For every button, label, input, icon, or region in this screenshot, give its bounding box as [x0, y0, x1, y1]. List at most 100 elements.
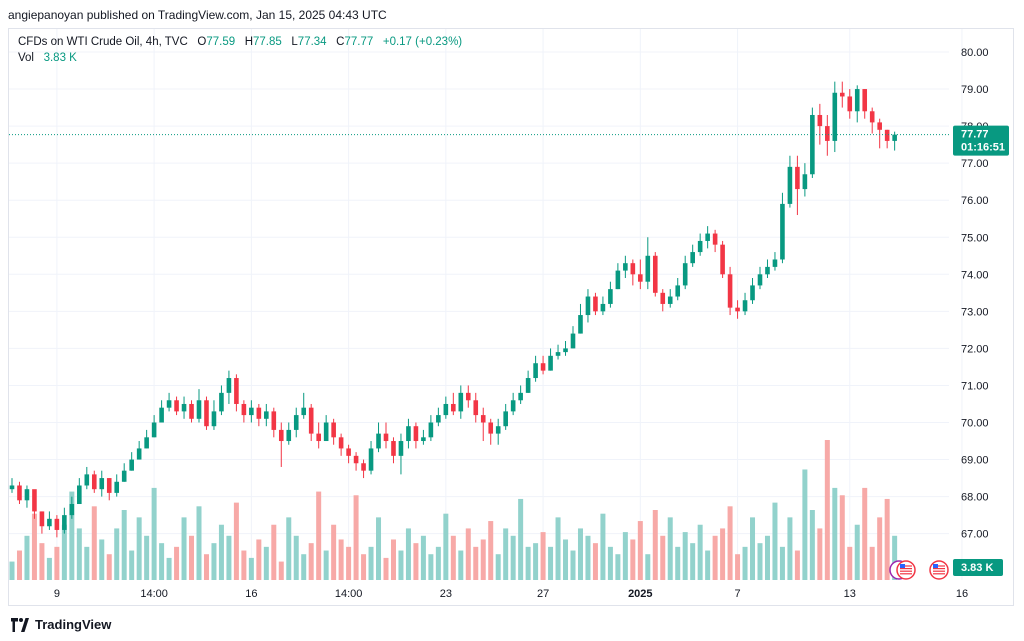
volume-bar — [196, 506, 202, 580]
volume-bar — [817, 528, 823, 580]
candle-body — [802, 174, 808, 190]
candle-body — [293, 415, 299, 430]
candle-body — [787, 166, 793, 204]
volume-bar — [84, 546, 90, 580]
candle-body — [278, 429, 284, 442]
price-tick-label: 76.00 — [961, 195, 989, 207]
candle-body — [114, 481, 120, 493]
candle-body — [428, 422, 434, 438]
candle-body — [47, 518, 52, 527]
candle-body — [869, 111, 875, 123]
candle-body — [301, 407, 307, 416]
volume-bar — [675, 546, 681, 580]
low-value: 77.34 — [297, 36, 327, 48]
candle-body — [219, 392, 224, 412]
price-chart[interactable]: 67.00 68.00 69.00 70.00 71.00 72.00 73.00 74.00… — [9, 29, 1013, 605]
candle-body — [189, 403, 194, 419]
volume-bar — [727, 506, 733, 580]
candle-body — [129, 459, 134, 471]
time-tick-label: 16 — [956, 588, 968, 600]
volume-bar — [241, 550, 247, 580]
volume-tag — [953, 559, 1003, 576]
volume-bar — [361, 554, 367, 580]
price-axis: 67.00 68.00 69.00 70.00 71.00 72.00 73.00 74.00… — [961, 47, 989, 541]
candle-body — [226, 378, 232, 393]
candle-body — [166, 400, 172, 408]
candle-body — [136, 448, 142, 460]
volume-bar — [585, 535, 591, 580]
candle-body — [421, 437, 426, 442]
volume-label[interactable]: Vol — [18, 52, 34, 64]
price-tick-label: 75.00 — [961, 232, 989, 244]
candle-body — [106, 478, 112, 493]
volume-bar — [39, 543, 45, 580]
footer-brand[interactable]: TradingView — [10, 617, 111, 632]
candle-body — [383, 433, 389, 442]
volume-bar — [121, 510, 127, 580]
volume-bar — [548, 546, 554, 580]
time-tick-label: 16 — [245, 588, 257, 600]
volume-bar — [607, 546, 613, 580]
candle-body — [368, 448, 374, 471]
time-tick-label: 14:00 — [140, 588, 168, 600]
price-tick-label: 74.00 — [961, 269, 989, 281]
candle-body — [795, 166, 800, 190]
candle-body — [69, 504, 75, 516]
candle-body — [563, 348, 568, 353]
candle-body — [24, 489, 30, 501]
time-tick-label: 2025 — [628, 588, 652, 600]
candle-body — [121, 470, 127, 482]
volume-bar — [31, 513, 37, 580]
volume-bar — [757, 543, 763, 580]
candle-body — [585, 296, 591, 316]
candle-body — [241, 403, 247, 416]
candle-body — [615, 270, 621, 290]
volume-bar — [750, 517, 756, 580]
volume-bar — [465, 528, 471, 580]
volume-bar — [136, 517, 142, 580]
candle-body — [271, 411, 277, 430]
time-tick-label: 14:00 — [335, 588, 363, 600]
candle-body — [810, 114, 815, 175]
candle-body — [84, 474, 90, 486]
volume-bar — [742, 546, 748, 580]
price-tick-label: 71.00 — [961, 380, 989, 392]
candle-body — [847, 96, 853, 112]
candle-body — [892, 134, 897, 141]
change-value: +0.17 (+0.23%) — [382, 36, 463, 48]
candle-body — [406, 426, 411, 442]
us-event-flag[interactable] — [929, 560, 949, 580]
volume-bar — [630, 539, 636, 580]
volume-bar — [600, 513, 606, 580]
volume-bar — [114, 528, 120, 580]
volume-bar — [301, 554, 307, 580]
candle-body — [839, 92, 845, 97]
candle-body — [720, 244, 725, 275]
candle-body — [234, 378, 239, 404]
candle-body — [735, 307, 740, 312]
volume-bar — [263, 546, 269, 580]
countdown-timer: 01:16:51 — [961, 142, 1005, 154]
candle-body — [196, 400, 202, 419]
candle-body — [757, 274, 763, 286]
volume-bar — [488, 521, 494, 580]
candle-body — [675, 285, 681, 297]
flag-canton — [933, 564, 938, 568]
candle-body — [570, 333, 576, 349]
time-tick-label: 27 — [537, 588, 549, 600]
candle-body — [338, 437, 344, 449]
volume-bar — [54, 546, 60, 580]
volume-bar — [129, 550, 135, 580]
last-price-tag — [953, 125, 1009, 156]
candle-body — [727, 274, 733, 308]
volume-bar — [174, 546, 180, 580]
candle-body — [690, 252, 695, 264]
candle-body — [39, 511, 45, 527]
volume-bar — [705, 550, 711, 580]
candle-body — [465, 392, 471, 401]
candle-body — [77, 485, 82, 505]
us-event-flag[interactable] — [896, 560, 916, 580]
candle-body — [316, 433, 321, 442]
symbol-name[interactable]: CFDs on WTI Crude Oil, 4h, TVC — [18, 36, 188, 48]
volume-bar — [308, 543, 314, 580]
